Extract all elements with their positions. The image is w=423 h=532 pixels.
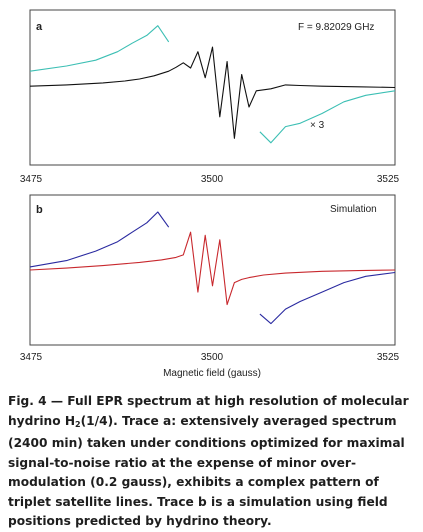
caption-subscript: 2 — [75, 419, 81, 429]
panel-b-tick-3475: 3475 — [20, 352, 43, 363]
caption-lead: Fig. 4 — Full EPR spectrum at high resol… — [8, 394, 409, 428]
panel-a-tick-3525: 3525 — [377, 174, 400, 185]
epr-figure: a F = 9.82029 GHz × 3 3475 3500 3525 b S… — [20, 9, 400, 379]
panel-b-tick-3500: 3500 — [201, 352, 224, 363]
panel-b-tick-3525: 3525 — [377, 352, 400, 363]
figure-caption: Fig. 4 — Full EPR spectrum at high resol… — [8, 392, 418, 532]
panel-b-frame — [29, 194, 396, 346]
panel-a-frequency: F = 9.82029 GHz — [298, 22, 374, 33]
panel-a-tick-3475: 3475 — [20, 174, 43, 185]
panel-a-series-full-trace — [29, 46, 396, 139]
panel-b-series-full-trace — [29, 231, 396, 306]
panel-b-series-expanded-1 — [29, 211, 170, 268]
panel-a-series-expanded-1 — [29, 25, 170, 72]
panel-a-series-expanded-2 — [259, 90, 396, 144]
panel-b-series-expanded-2 — [259, 271, 396, 325]
panel-a-label: a — [36, 21, 43, 33]
panel-b-annotation: Simulation — [330, 204, 377, 215]
panel-a-frame — [29, 9, 396, 166]
panel-a-tick-3500: 3500 — [201, 174, 224, 185]
panel-b-label: b — [36, 204, 43, 216]
x-axis-label: Magnetic field (gauss) — [163, 368, 261, 379]
panel-a-scale-note: × 3 — [310, 120, 325, 131]
caption-rest: (1/4). Trace a: extensively averaged spe… — [8, 413, 405, 529]
panel-a-plot — [29, 25, 396, 144]
panel-b-plot — [29, 211, 396, 325]
